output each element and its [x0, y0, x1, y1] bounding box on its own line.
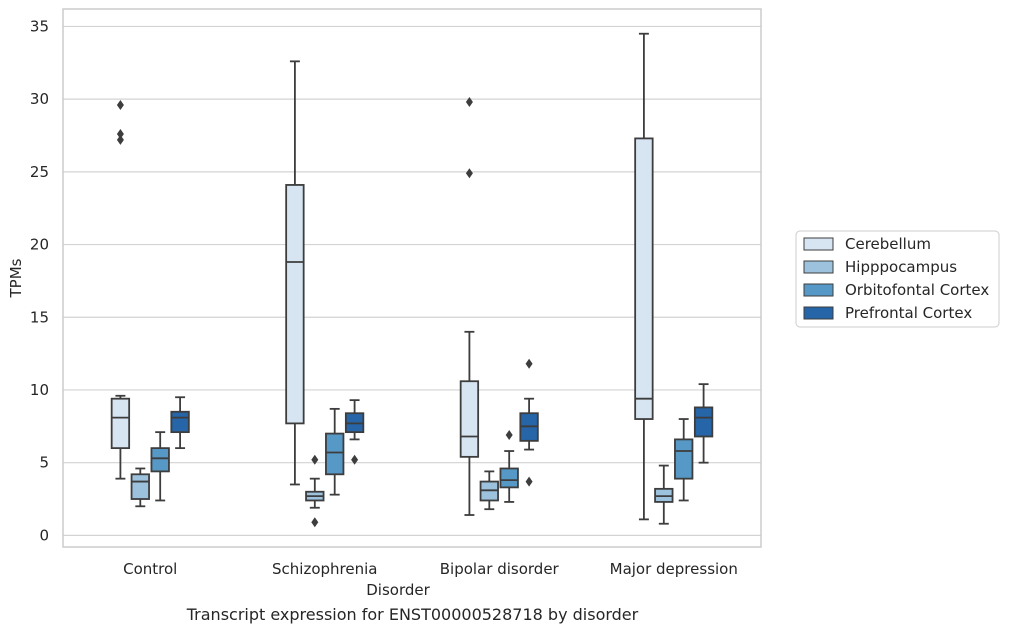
y-tick-label: 35 — [30, 17, 49, 35]
box — [459, 97, 480, 516]
y-tick-label: 30 — [30, 90, 49, 108]
legend-swatch — [803, 237, 834, 251]
box — [479, 470, 499, 511]
box-body — [150, 447, 170, 473]
y-tick-label: 5 — [39, 454, 49, 472]
box-body — [459, 380, 480, 458]
y-tick-label: 25 — [30, 163, 49, 181]
outlier-point — [116, 134, 124, 145]
box — [344, 399, 365, 465]
plot-frame — [62, 8, 762, 548]
outlier-point — [465, 168, 473, 179]
box-body — [499, 467, 519, 489]
box — [654, 464, 674, 525]
box-body — [634, 137, 654, 420]
box-body — [110, 397, 131, 450]
box-body — [170, 410, 190, 434]
outlier-point — [505, 430, 513, 441]
figure-caption: Transcript expression for ENST0000052871… — [186, 605, 639, 624]
box-series — [110, 32, 714, 528]
box — [285, 60, 305, 486]
legend-frame — [795, 230, 1000, 328]
legend-swatch — [803, 283, 834, 297]
legend-swatch — [803, 306, 834, 320]
legend-swatch — [803, 260, 834, 274]
x-tick-label: Schizophrenia — [272, 560, 377, 578]
box — [634, 32, 654, 521]
x-axis-title: Disorder — [366, 581, 430, 599]
box — [693, 383, 714, 464]
x-tick-label: Bipolar disorder — [440, 560, 560, 578]
box-body — [693, 406, 714, 438]
outlier-point — [311, 454, 319, 465]
outlier-point — [465, 97, 473, 108]
box — [519, 358, 539, 487]
box — [130, 467, 150, 508]
y-axis-ticks: 0 5 10 15 20 25 30 35 — [30, 17, 49, 544]
outlier-point — [116, 129, 124, 140]
box — [674, 418, 694, 502]
x-axis-ticks: Control Schizophrenia Bipolar disorder Majo… — [123, 560, 738, 578]
x-tick-label: Major depression — [610, 560, 738, 578]
outlier-point — [351, 454, 359, 465]
grid-lines — [63, 25, 761, 536]
box — [110, 99, 131, 480]
legend: Cerebellum Hipppocampus Orbitofontal Corte… — [795, 230, 1000, 328]
box-body — [674, 438, 694, 480]
box-body — [130, 473, 150, 500]
outlier-point — [525, 358, 533, 369]
y-tick-label: 10 — [30, 381, 49, 399]
y-tick-label: 15 — [30, 308, 49, 326]
box-body — [285, 184, 305, 425]
y-tick-label: 0 — [39, 526, 49, 544]
legend-label: Cerebellum — [845, 235, 931, 253]
outlier-point — [116, 99, 124, 110]
box — [150, 431, 170, 502]
box — [305, 454, 325, 528]
legend-label: Hipppocampus — [845, 258, 957, 276]
box — [170, 396, 190, 450]
y-tick-label: 20 — [30, 236, 49, 254]
box — [499, 430, 519, 503]
box-body — [325, 432, 345, 476]
legend-label: Orbitofontal Cortex — [845, 281, 989, 299]
outlier-point — [311, 517, 319, 528]
legend-label: Prefrontal Cortex — [845, 304, 972, 322]
y-axis-title: TPMs — [7, 258, 25, 298]
outlier-point — [525, 476, 533, 487]
x-tick-label: Control — [123, 560, 177, 578]
box — [325, 407, 345, 496]
